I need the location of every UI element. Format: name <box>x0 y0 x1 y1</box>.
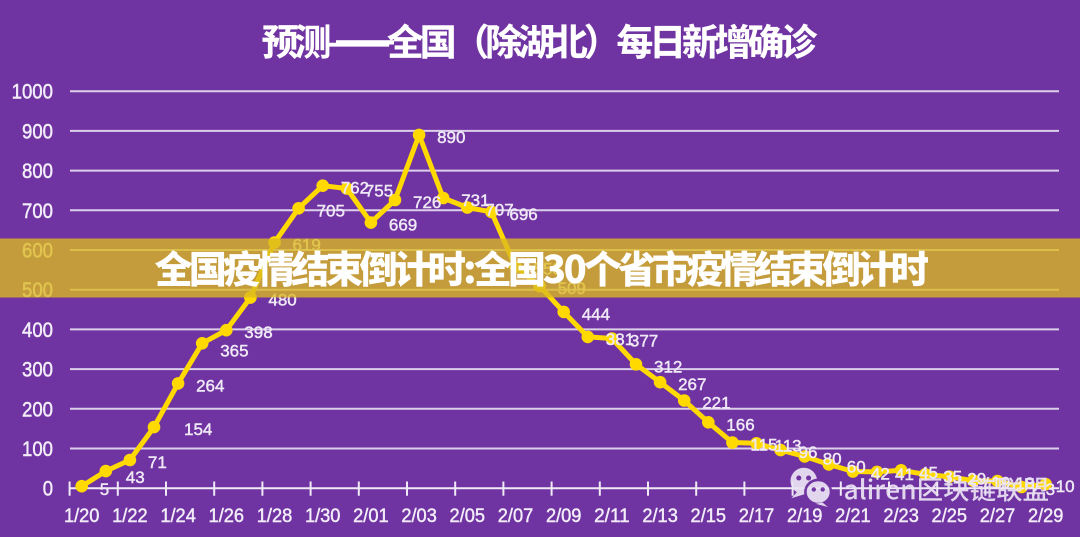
svg-text:2/07: 2/07 <box>498 506 534 527</box>
svg-text:200: 200 <box>22 397 53 421</box>
svg-text:2/29: 2/29 <box>1028 506 1064 527</box>
svg-text:264: 264 <box>196 376 224 395</box>
svg-text:2/03: 2/03 <box>401 506 437 527</box>
svg-text:154: 154 <box>184 420 212 439</box>
svg-text:731: 731 <box>461 191 489 210</box>
svg-text:365: 365 <box>220 341 248 360</box>
svg-text:71: 71 <box>148 453 167 472</box>
svg-text:2/25: 2/25 <box>932 506 968 527</box>
svg-text:800: 800 <box>22 159 53 183</box>
svg-text:2/15: 2/15 <box>691 506 727 527</box>
svg-text:2/05: 2/05 <box>450 506 486 527</box>
svg-text:0: 0 <box>43 477 53 501</box>
svg-text:1/24: 1/24 <box>160 506 196 527</box>
svg-text:45: 45 <box>919 463 938 482</box>
svg-text:2/21: 2/21 <box>835 506 871 527</box>
svg-text:2/11: 2/11 <box>594 506 630 527</box>
svg-text:3: 3 <box>1046 480 1055 499</box>
svg-text:2/23: 2/23 <box>883 506 919 527</box>
svg-text:2/27: 2/27 <box>980 506 1016 527</box>
svg-text:2/01: 2/01 <box>353 506 389 527</box>
svg-text:312: 312 <box>654 357 682 376</box>
svg-text:707: 707 <box>485 201 513 220</box>
svg-text:2/13: 2/13 <box>642 506 678 527</box>
svg-text:1000: 1000 <box>12 80 53 104</box>
svg-text:115: 115 <box>750 436 777 455</box>
svg-text:726: 726 <box>413 193 441 212</box>
svg-text:762: 762 <box>341 179 369 198</box>
svg-text:10: 10 <box>1056 477 1075 496</box>
svg-text:381: 381 <box>606 330 634 349</box>
svg-text:377: 377 <box>630 332 658 351</box>
svg-text:890: 890 <box>437 128 465 147</box>
svg-text:41: 41 <box>895 465 914 484</box>
svg-text:1/28: 1/28 <box>257 506 293 527</box>
svg-text:2/09: 2/09 <box>546 506 582 527</box>
svg-text:80: 80 <box>823 449 842 468</box>
svg-text:669: 669 <box>389 216 417 235</box>
svg-text:700: 700 <box>22 199 53 223</box>
svg-text:42: 42 <box>871 465 890 484</box>
svg-text:696: 696 <box>509 205 537 224</box>
svg-text:43: 43 <box>126 468 145 487</box>
svg-text:398: 398 <box>244 323 272 342</box>
svg-text:100: 100 <box>22 437 53 461</box>
svg-text:1/20: 1/20 <box>64 506 100 527</box>
svg-text:221: 221 <box>702 394 730 413</box>
svg-text:1/26: 1/26 <box>209 506 245 527</box>
svg-text:267: 267 <box>678 375 706 394</box>
svg-text:113: 113 <box>775 436 802 455</box>
svg-text:400: 400 <box>22 318 53 342</box>
svg-text:166: 166 <box>726 415 754 434</box>
svg-text:1/30: 1/30 <box>305 506 341 527</box>
svg-text:900: 900 <box>22 119 53 143</box>
svg-text:5: 5 <box>100 480 109 499</box>
svg-text:755: 755 <box>365 182 393 201</box>
svg-text:444: 444 <box>582 305 610 324</box>
svg-text:705: 705 <box>317 201 345 220</box>
svg-text:60: 60 <box>847 457 866 476</box>
svg-text:96: 96 <box>799 443 818 462</box>
svg-text:2/17: 2/17 <box>739 506 775 527</box>
svg-text:300: 300 <box>22 358 53 382</box>
svg-text:2/19: 2/19 <box>787 506 823 527</box>
svg-text:1/22: 1/22 <box>112 506 148 527</box>
